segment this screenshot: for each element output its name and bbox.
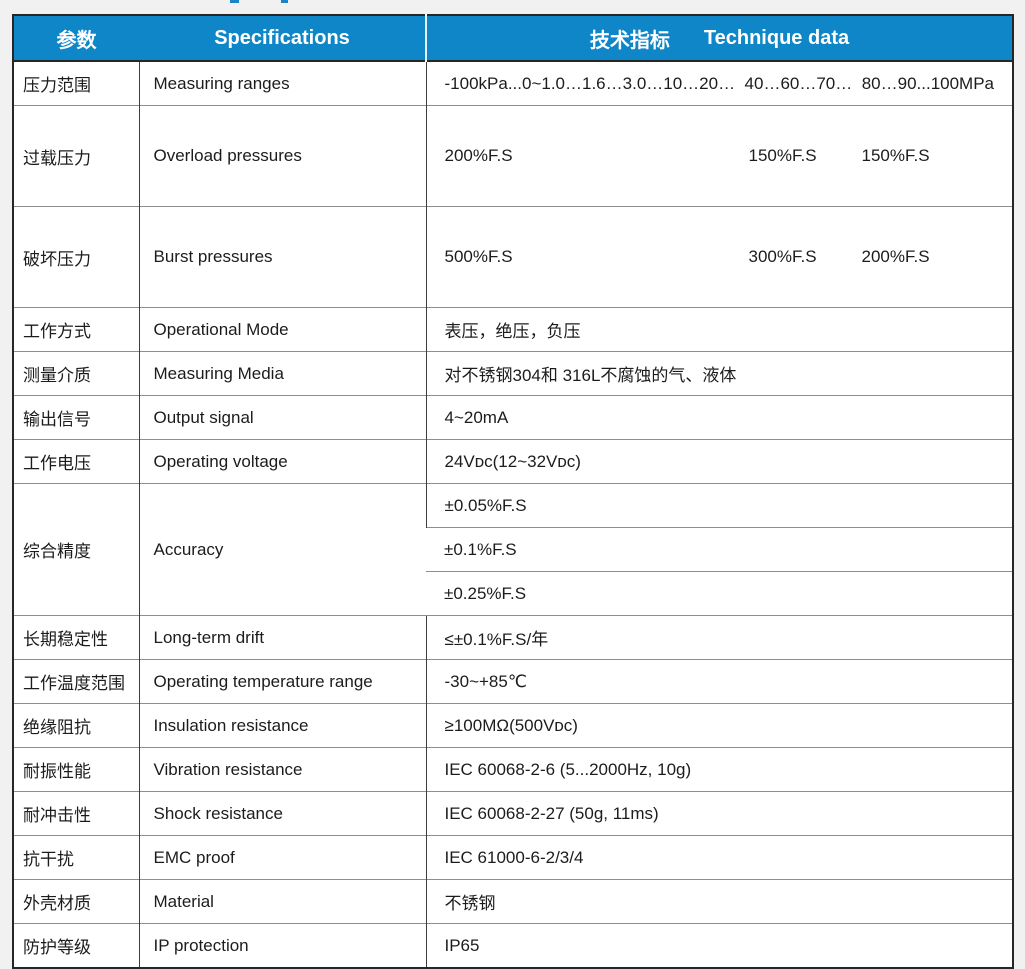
value-cell: 表压，绝压，负压 — [425, 307, 1013, 352]
param-cell: 耐振性能 — [13, 747, 139, 792]
value-cell: 24Vᴅᴄ(12~32Vᴅᴄ) — [425, 439, 1013, 484]
param-cell: 测量介质 — [13, 351, 139, 396]
value-cell: IEC 60068-2-27 (50g, 11ms) — [425, 791, 1013, 836]
value-cell: IEC 61000-6-2/3/4 — [425, 835, 1013, 880]
header-specifications: Specifications — [139, 15, 426, 61]
value-cell: 200%F.S 150%F.S 150%F.S — [425, 105, 1013, 207]
value-cell: ≤±0.1%F.S/年 — [425, 615, 1013, 660]
param-cell: 长期稳定性 — [13, 615, 139, 660]
param-cell: 耐冲击性 — [13, 791, 139, 836]
table-row-accuracy: 综合精度 Accuracy ±0.05%F.S — [13, 483, 1013, 616]
spec-cell: Measuring ranges — [138, 60, 426, 106]
param-cell: 破坏压力 — [13, 206, 139, 308]
header-technique-data-zh: 技术指标 — [589, 29, 670, 52]
table-row: 破坏压力 Burst pressures 500%F.S 300%F.S 200… — [13, 206, 1013, 308]
value-range-mid: 300%F.S — [748, 247, 817, 266]
table-row: 测量介质 Measuring Media 对不锈钢304和 316L不腐蚀的气、… — [13, 351, 1013, 396]
header-parameter: 参数 — [13, 15, 139, 61]
specifications-table: 参数 Specifications 技术指标 Technique data 压力… — [12, 14, 1014, 969]
value-cell: 不锈钢 — [425, 879, 1013, 924]
header-technique-data: 技术指标 Technique data — [425, 15, 1013, 61]
table-row: 耐振性能 Vibration resistance IEC 60068-2-6 … — [13, 747, 1013, 792]
value-range-high: 200%F.S — [861, 247, 930, 266]
table-row: 耐冲击性 Shock resistance IEC 60068-2-27 (50… — [13, 791, 1013, 836]
cropped-heading-fragment — [230, 0, 239, 3]
table-row: 压力范围 Measuring ranges -100kPa...0~1.0…1.… — [13, 60, 1013, 106]
value-cell: -100kPa...0~1.0…1.6…3.0…10…20… 40…60…70…… — [425, 60, 1013, 106]
spec-cell: Operational Mode — [138, 307, 426, 352]
spec-cell: Material — [138, 879, 426, 924]
spec-cell: Insulation resistance — [138, 703, 426, 748]
param-cell: 绝缘阻抗 — [13, 703, 139, 748]
spec-cell: IP protection — [138, 923, 426, 968]
value-cell: 500%F.S 300%F.S 200%F.S — [425, 206, 1013, 308]
table-row: 防护等级 IP protection IP65 — [13, 923, 1013, 968]
param-cell: 抗干扰 — [13, 835, 139, 880]
spec-cell: Shock resistance — [138, 791, 426, 836]
spec-cell: EMC proof — [138, 835, 426, 880]
value-range-high: 150%F.S — [861, 146, 930, 165]
table-row: 输出信号 Output signal 4~20mA — [13, 395, 1013, 440]
param-cell: 综合精度 — [13, 483, 139, 616]
table-row-accuracy: ±0.25%F.S — [13, 571, 1013, 616]
table-row: 抗干扰 EMC proof IEC 61000-6-2/3/4 — [13, 835, 1013, 880]
table-row: 工作方式 Operational Mode 表压，绝压，负压 — [13, 307, 1013, 352]
table-row: 外壳材质 Material 不锈钢 — [13, 879, 1013, 924]
value-cell: 4~20mA — [425, 395, 1013, 440]
value-cell: ≥100MΩ(500Vᴅᴄ) — [425, 703, 1013, 748]
value-range-low: 500%F.S — [444, 247, 513, 266]
table-row: 工作温度范围 Operating temperature range -30~+… — [13, 659, 1013, 704]
spec-cell: Operating voltage — [138, 439, 426, 484]
cropped-heading-fragment — [281, 0, 288, 3]
param-cell: 防护等级 — [13, 923, 139, 968]
spec-cell: Measuring Media — [138, 351, 426, 396]
param-cell: 压力范围 — [13, 60, 139, 106]
table-row: 工作电压 Operating voltage 24Vᴅᴄ(12~32Vᴅᴄ) — [13, 439, 1013, 484]
value-range-low: 200%F.S — [444, 146, 513, 165]
value-cell: IP65 — [425, 923, 1013, 968]
value-range-mid: 150%F.S — [748, 146, 817, 165]
spec-cell: Vibration resistance — [138, 747, 426, 792]
spec-cell: Accuracy — [138, 483, 426, 616]
param-cell: 输出信号 — [13, 395, 139, 440]
spec-cell: Long-term drift — [138, 615, 426, 660]
spec-cell: Burst pressures — [138, 206, 426, 308]
spec-cell: Output signal — [138, 395, 426, 440]
value-cell-accuracy-1: ±0.05%F.S — [425, 483, 1013, 528]
value-cell: IEC 60068-2-6 (5...2000Hz, 10g) — [425, 747, 1013, 792]
table-header-row: 参数 Specifications 技术指标 Technique data — [13, 15, 1013, 61]
table-row-accuracy: ±0.1%F.S — [13, 527, 1013, 572]
value-cell: -30~+85℃ — [425, 659, 1013, 704]
value-cell-accuracy-3: ±0.25%F.S — [426, 571, 1013, 616]
value-cell: 对不锈钢304和 316L不腐蚀的气、液体 — [425, 351, 1013, 396]
table-row: 绝缘阻抗 Insulation resistance ≥100MΩ(500Vᴅᴄ… — [13, 703, 1013, 748]
param-cell: 工作电压 — [13, 439, 139, 484]
param-cell: 外壳材质 — [13, 879, 139, 924]
param-cell: 过载压力 — [13, 105, 139, 207]
table-row: 过载压力 Overload pressures 200%F.S 150%F.S … — [13, 105, 1013, 207]
value-cell-accuracy-2: ±0.1%F.S — [426, 527, 1013, 572]
param-cell: 工作温度范围 — [13, 659, 139, 704]
spec-cell: Overload pressures — [138, 105, 426, 207]
table-row: 长期稳定性 Long-term drift ≤±0.1%F.S/年 — [13, 615, 1013, 660]
header-technique-data-en: Technique data — [703, 26, 850, 49]
param-cell: 工作方式 — [13, 307, 139, 352]
spec-cell: Operating temperature range — [138, 659, 426, 704]
